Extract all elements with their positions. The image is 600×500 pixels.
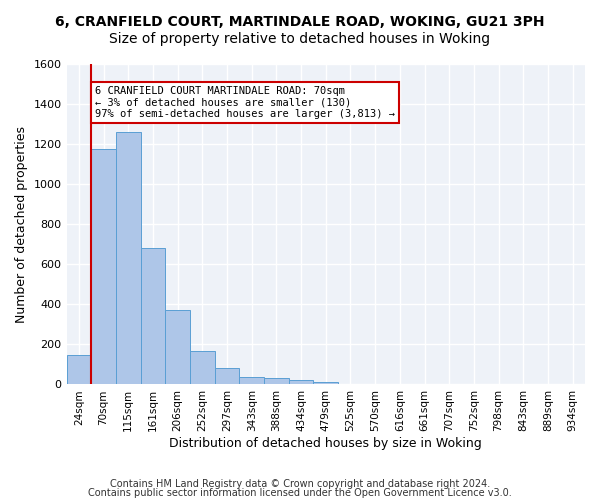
Text: 6 CRANFIELD COURT MARTINDALE ROAD: 70sqm
← 3% of detached houses are smaller (13: 6 CRANFIELD COURT MARTINDALE ROAD: 70sqm… (95, 86, 395, 119)
Bar (165, 310, 190, 384)
Y-axis label: Number of detached properties: Number of detached properties (15, 126, 28, 322)
Text: Contains HM Land Registry data © Crown copyright and database right 2024.: Contains HM Land Registry data © Crown c… (110, 479, 490, 489)
Bar (239, 377, 264, 384)
Text: Contains public sector information licensed under the Open Government Licence v3: Contains public sector information licen… (88, 488, 512, 498)
Bar (116, 132, 140, 384)
Bar (140, 248, 165, 384)
Text: 6, CRANFIELD COURT, MARTINDALE ROAD, WOKING, GU21 3PH: 6, CRANFIELD COURT, MARTINDALE ROAD, WOK… (55, 15, 545, 29)
Bar (264, 378, 289, 384)
Bar (289, 380, 313, 384)
Bar (313, 382, 338, 384)
Bar (215, 368, 239, 384)
Text: Size of property relative to detached houses in Woking: Size of property relative to detached ho… (109, 32, 491, 46)
Bar (190, 351, 215, 384)
X-axis label: Distribution of detached houses by size in Woking: Distribution of detached houses by size … (169, 437, 482, 450)
Bar (91, 148, 116, 384)
Bar (67, 355, 91, 384)
